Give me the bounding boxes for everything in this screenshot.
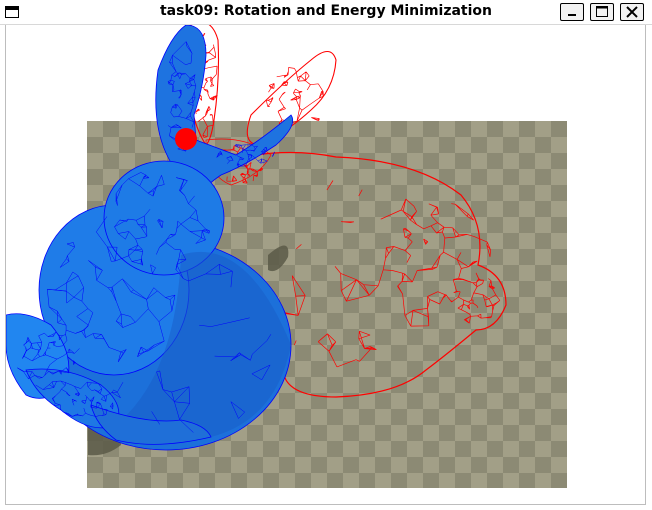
window-title: task09: Rotation and Energy Minimization [159,3,493,19]
window-menu-icon[interactable] [5,6,19,18]
minimize-icon [568,14,576,16]
title-bar[interactable]: task09: Rotation and Energy Minimization [0,0,652,25]
close-button[interactable] [620,3,644,21]
maximize-icon [596,6,608,17]
minimize-button[interactable] [560,3,584,21]
opengl-viewport[interactable] [5,25,646,505]
3d-scene[interactable] [6,25,646,505]
solid-blue-bunny [6,25,294,451]
drag-handle-point[interactable] [175,128,197,150]
maximize-button[interactable] [590,3,614,21]
close-icon [626,6,638,18]
